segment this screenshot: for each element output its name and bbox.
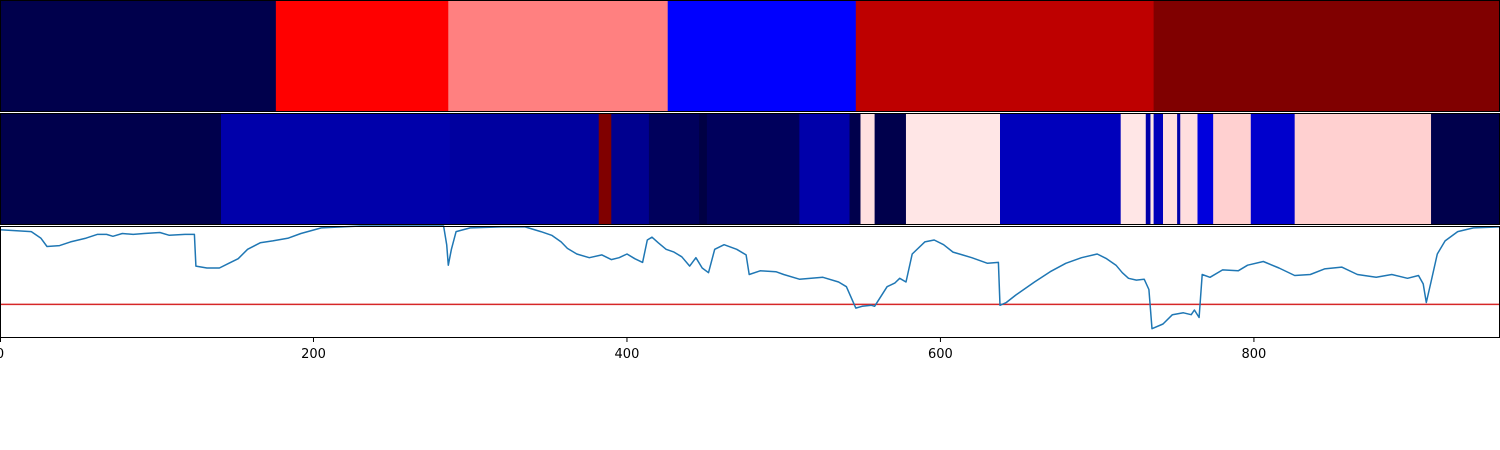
band-segment	[1213, 113, 1252, 225]
band-segment	[799, 113, 851, 225]
x-tick-label: 800	[1242, 347, 1267, 362]
band-segment	[598, 113, 612, 225]
band-segment	[1163, 113, 1178, 225]
band-segment	[667, 0, 857, 112]
band-segment	[0, 113, 222, 225]
band-segment	[1153, 0, 1500, 112]
band-segment	[221, 113, 451, 225]
band-segment	[699, 113, 708, 225]
band-segment	[706, 113, 800, 225]
band-segment	[874, 113, 907, 225]
band-segment	[1177, 113, 1181, 225]
band-segment	[448, 0, 669, 112]
x-tick-label: 400	[615, 347, 640, 362]
band-segment	[1294, 113, 1432, 225]
band-segment	[905, 113, 1001, 225]
band-segment	[860, 113, 876, 225]
line-panel	[0, 225, 1500, 338]
band-segment	[1120, 113, 1147, 225]
x-tick-label: 600	[928, 347, 953, 362]
band-segment	[855, 0, 1155, 112]
band-segment	[1150, 113, 1155, 225]
band-segment	[1197, 113, 1214, 225]
band-segment	[1180, 113, 1199, 225]
x-axis: 0 200 400 600 800	[0, 338, 1266, 362]
band-segment	[0, 0, 277, 112]
line-panel-background	[0, 226, 1500, 338]
segment-band-top	[0, 0, 1500, 112]
band-segment	[275, 0, 449, 112]
series-line	[0, 225, 1500, 330]
x-tick-label: 200	[301, 347, 326, 362]
band-segment	[1431, 113, 1500, 225]
segment-band-middle	[0, 113, 1500, 225]
band-segment	[1000, 113, 1122, 225]
band-segment	[849, 113, 862, 225]
x-tick-label: 0	[0, 347, 4, 362]
band-segment	[449, 113, 600, 225]
band-segment	[1153, 113, 1164, 225]
band-segment	[1145, 113, 1152, 225]
band-segment	[1250, 113, 1296, 225]
band-segment	[611, 113, 650, 225]
band-segment	[648, 113, 700, 225]
